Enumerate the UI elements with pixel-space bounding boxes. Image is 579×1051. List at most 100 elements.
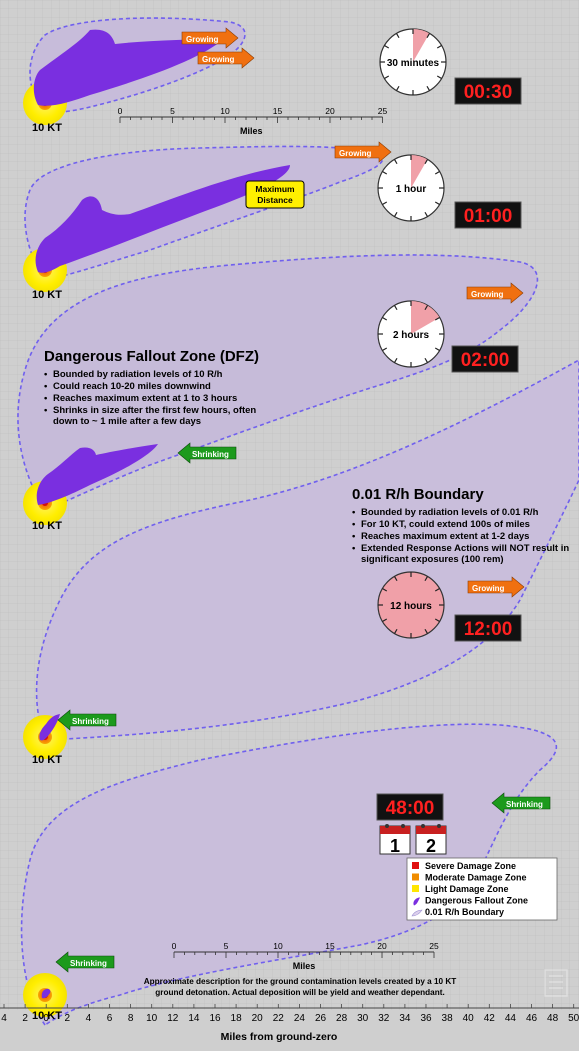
axis-tick-label: 30 (357, 1013, 369, 1024)
legend-label: Dangerous Fallout Zone (425, 896, 528, 906)
dfz-bullets: Bounded by radiation levels of 10 R/h Co… (44, 369, 274, 427)
boundary-info-block: 0.01 R/h Boundary Bounded by radiation l… (352, 486, 574, 566)
growing-arrow-12h: Growing (467, 576, 525, 598)
legend-swatch (411, 909, 423, 917)
axis-tick-label: 4 (1, 1013, 7, 1024)
caption-line1: Approximate description for the ground c… (144, 977, 457, 986)
yield-label-30m: 10 KT (32, 122, 62, 134)
shrinking-label: Shrinking (506, 800, 543, 809)
miles-scale-bottom: 0 5 10 15 20 25 Miles (172, 941, 439, 971)
axis-tick-label: 2 (65, 1013, 71, 1024)
dfz-bullet: Could reach 10-20 miles downwind (44, 381, 274, 392)
scale-title: Miles (240, 126, 263, 136)
dfz-info-block: Dangerous Fallout Zone (DFZ) Bounded by … (44, 348, 274, 428)
boundary-12h (35, 359, 579, 741)
growing-arrow-2h: Growing (466, 282, 524, 304)
clock-time-label: 30 minutes (387, 58, 440, 69)
legend: Severe Damage Zone Moderate Damage ZoneLi… (406, 857, 558, 921)
digital-readout: 12:00 (464, 619, 513, 640)
axis-tick-label: 20 (252, 1013, 264, 1024)
legend-label: 0.01 R/h Boundary (425, 907, 504, 917)
axis-tick-label: 28 (336, 1013, 348, 1024)
axis-tick-label: 36 (420, 1013, 432, 1024)
scale-tick-label: 25 (429, 941, 439, 951)
yield-label-1h: 10 KT (32, 289, 62, 301)
digital-display-48h: 48:00 (376, 793, 444, 821)
legend-swatch (412, 862, 419, 869)
boundary-title: 0.01 R/h Boundary (352, 486, 484, 503)
growing-arrow-30m-b: Growing (197, 47, 255, 69)
dfz-bullet: Reaches maximum extent at 1 to 3 hours (44, 393, 274, 404)
dfz-plume-1h (35, 165, 291, 273)
boundary-bullet: Reaches maximum extent at 1-2 days (352, 531, 574, 542)
axis-tick-label: 50 (568, 1013, 579, 1024)
clock-time-label: 1 hour (396, 184, 427, 195)
axis-tick-label: 12 (167, 1013, 179, 1024)
clock-time-label: 12 hours (390, 601, 432, 612)
bottom-axis-title: Miles from ground-zero (221, 1031, 338, 1043)
axis-tick-label: 18 (231, 1013, 243, 1024)
axis-tick-label: 40 (463, 1013, 475, 1024)
miles-scale-top: 0 5 10 15 20 25 Miles (118, 106, 388, 136)
digital-readout: 02:00 (461, 350, 510, 371)
growing-label: Growing (339, 149, 372, 158)
legend-swatch (413, 897, 420, 906)
clock-30-minutes: 30 minutes (379, 28, 447, 96)
axis-tick-label: 34 (399, 1013, 411, 1024)
axis-tick-label: 4 (86, 1013, 92, 1024)
scale-title: Miles (293, 961, 316, 971)
clock-time-label: 2 hours (393, 330, 430, 341)
axis-tick-label: 32 (378, 1013, 390, 1024)
scale-tick-label: 0 (118, 106, 123, 116)
axis-tick-label: 10 (146, 1013, 158, 1024)
boundary-bullets: Bounded by radiation levels of 0.01 R/h … (352, 507, 574, 565)
bottom-axis: 4 2 0 2 4 6 8 10 12 14 16 18 20 22 24 26 28 30 32 34 36 38 40 4… (0, 1004, 579, 1024)
yield-label-48h: 10 KT (32, 1010, 62, 1022)
axis-tick-label: 38 (442, 1013, 454, 1024)
boundary-bullet: Extended Response Actions will NOT resul… (352, 543, 574, 565)
dfz-bullet: Shrinks in size after the first few hour… (44, 405, 274, 427)
scale-tick-label: 5 (170, 106, 175, 116)
scale-tick-label: 20 (377, 941, 387, 951)
legend-swatch (412, 873, 419, 881)
scale-tick-label: 10 (273, 941, 283, 951)
calendar-icon: 1 (379, 824, 411, 856)
boundary-bullet: Bounded by radiation levels of 0.01 R/h (352, 507, 574, 518)
scale-tick-label: 20 (325, 106, 335, 116)
clock-1-hour: 1 hour (377, 154, 445, 222)
scale-tick-label: 5 (224, 941, 229, 951)
dfz-plume-2h (36, 444, 158, 505)
legend-label: Severe Damage Zone (425, 861, 516, 871)
dfz-bullet: Bounded by radiation levels of 10 R/h (44, 369, 274, 380)
axis-tick-label: 16 (209, 1013, 221, 1024)
legend-swatch (412, 885, 419, 892)
growing-label: Growing (472, 584, 505, 593)
growing-label: Growing (202, 55, 235, 64)
dfz-plume-48h (41, 988, 51, 999)
yield-label-12h: 10 KT (32, 754, 62, 766)
calendar-day: 2 (426, 836, 436, 856)
scale-tick-label: 25 (378, 106, 388, 116)
digital-display-12h: 12:00 (454, 614, 522, 642)
axis-tick-label: 26 (315, 1013, 327, 1024)
growing-label: Growing (471, 290, 504, 299)
callout-line1: Maximum (255, 184, 295, 194)
calendar-day: 1 (390, 836, 400, 856)
scale-tick-label: 15 (325, 941, 335, 951)
digital-readout: 00:30 (464, 82, 513, 103)
dfz-plume-12h (39, 714, 60, 741)
axis-tick-label: 6 (107, 1013, 113, 1024)
calendar-icon: 2 (415, 824, 447, 856)
growing-arrow-1h: Growing (334, 141, 392, 163)
shrinking-label: Shrinking (70, 959, 107, 968)
yield-label-2h: 10 KT (32, 520, 62, 532)
axis-tick-label: 14 (188, 1013, 200, 1024)
axis-tick-label: 24 (294, 1013, 306, 1024)
legend-label: Light Damage Zone (425, 884, 509, 894)
dfz-title: Dangerous Fallout Zone (DFZ) (44, 348, 259, 365)
axis-tick-label: 8 (128, 1013, 134, 1024)
axis-tick-label: 42 (484, 1013, 496, 1024)
maximum-distance-callout: Maximum Distance (245, 180, 305, 209)
callout-line2: Distance (257, 195, 293, 205)
axis-tick-label: 0 (43, 1013, 49, 1024)
